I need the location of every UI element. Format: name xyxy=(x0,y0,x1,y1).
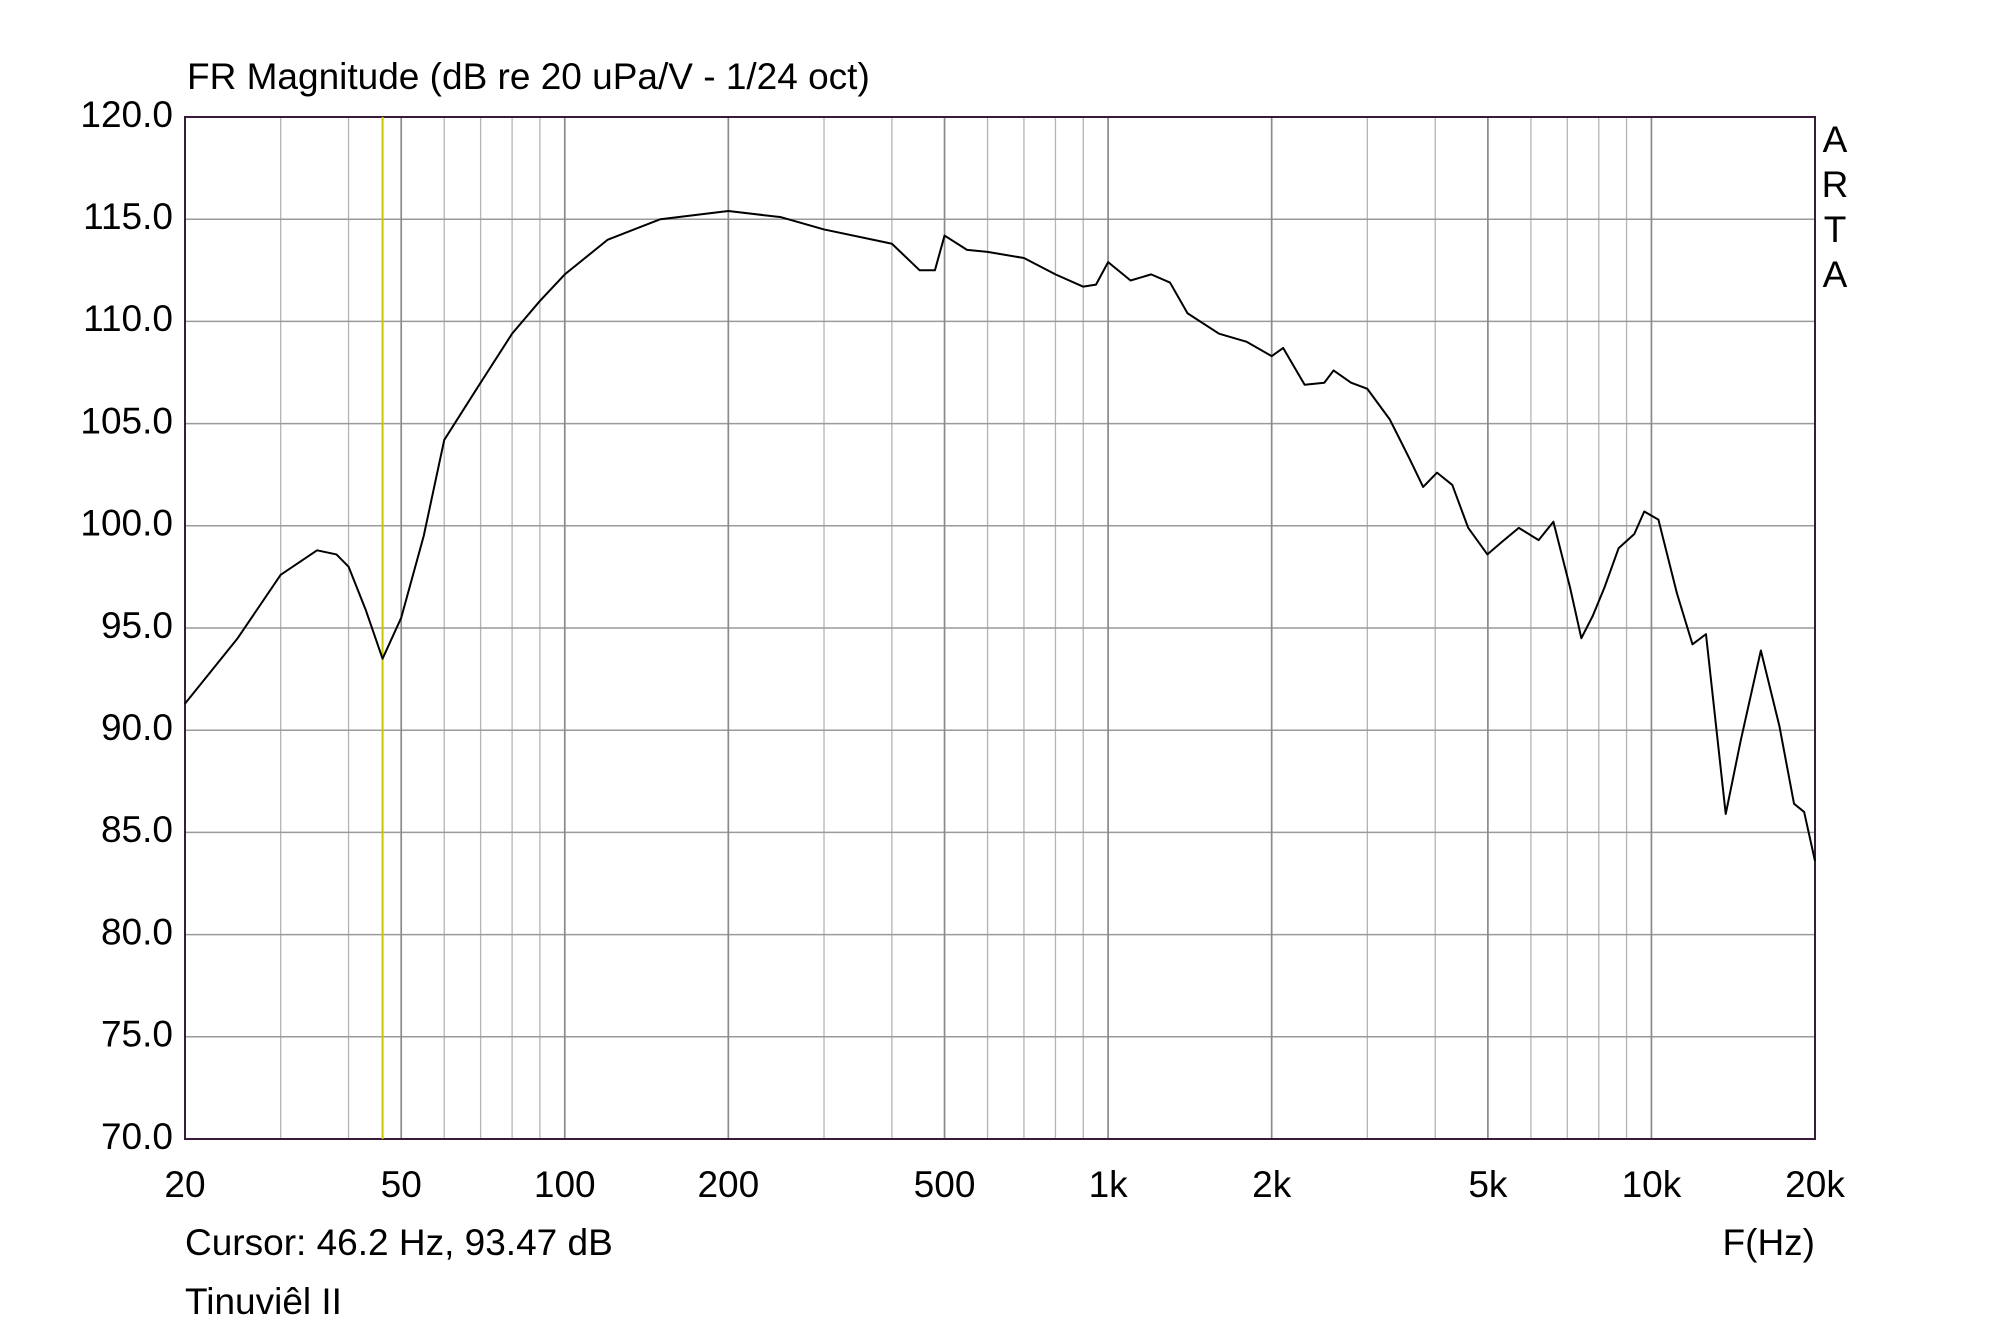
x-tick-label: 200 xyxy=(697,1164,759,1205)
y-tick-label: 85.0 xyxy=(101,809,173,850)
x-axis-label: F(Hz) xyxy=(1723,1222,1815,1263)
x-tick-label: 5k xyxy=(1468,1164,1508,1205)
y-tick-label: 120.0 xyxy=(80,94,173,135)
side-label-letter: A xyxy=(1823,254,1848,295)
y-tick-label: 100.0 xyxy=(80,503,173,544)
y-tick-label: 70.0 xyxy=(101,1116,173,1157)
x-tick-label: 20k xyxy=(1785,1164,1845,1205)
x-tick-label: 2k xyxy=(1252,1164,1292,1205)
side-label: ARTA xyxy=(1817,94,1858,190)
x-tick-label: 50 xyxy=(381,1164,422,1205)
y-tick-label: 110.0 xyxy=(83,298,173,339)
cursor-readout: Cursor: 46.2 Hz, 93.47 dB xyxy=(185,1222,613,1263)
chart-title: FR Magnitude (dB re 20 uPa/V - 1/24 oct) xyxy=(187,56,870,97)
side-label-letter: A xyxy=(1823,119,1848,160)
response-curve xyxy=(184,210,1816,862)
y-tick-label: 80.0 xyxy=(101,911,173,952)
footer: Tinuviêl II xyxy=(185,1281,342,1322)
plot-frame xyxy=(184,116,1816,1140)
y-tick-label: 75.0 xyxy=(101,1014,173,1055)
y-tick-label: 105.0 xyxy=(80,400,173,441)
x-tick-label: 10k xyxy=(1622,1164,1682,1205)
x-tick-label: 1k xyxy=(1089,1164,1129,1205)
y-tick-label: 115.0 xyxy=(83,196,173,237)
x-tick-label: 100 xyxy=(534,1164,596,1205)
y-tick-label: 95.0 xyxy=(101,605,173,646)
side-label-letter: R xyxy=(1822,164,1849,205)
side-label-letter: T xyxy=(1824,209,1847,250)
y-tick-label: 90.0 xyxy=(101,707,173,748)
x-tick-label: 500 xyxy=(914,1164,976,1205)
x-tick-label: 20 xyxy=(164,1164,205,1205)
